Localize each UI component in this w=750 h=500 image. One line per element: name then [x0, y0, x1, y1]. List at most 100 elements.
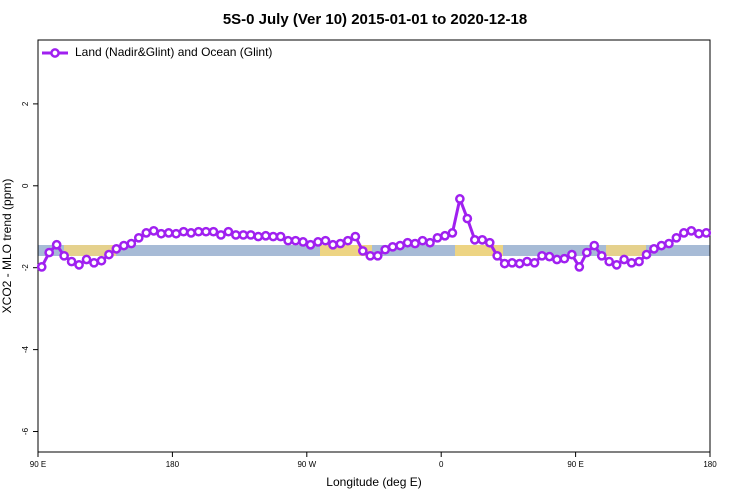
data-point — [350, 231, 361, 242]
data-point — [245, 230, 256, 240]
x-axis-label: Longitude (deg E) — [326, 475, 421, 489]
data-point — [298, 237, 308, 247]
data-point — [395, 240, 405, 251]
data-point — [380, 244, 391, 255]
data-point — [462, 213, 473, 224]
data-point — [514, 258, 525, 269]
x-tick-label: 90 W — [297, 460, 316, 469]
data-point — [574, 262, 585, 272]
data-point — [141, 228, 152, 238]
data-point — [693, 228, 704, 239]
ocean-band — [38, 245, 710, 256]
data-point — [36, 262, 47, 272]
data-point — [268, 231, 279, 242]
data-point — [216, 230, 226, 240]
data-point — [313, 237, 323, 247]
data-point — [365, 250, 376, 261]
data-point — [283, 235, 293, 246]
map-band — [38, 245, 710, 256]
data-point — [447, 228, 458, 238]
legend-label: Land (Nadir&Glint) and Ocean (Glint) — [75, 45, 272, 59]
data-point — [96, 255, 107, 266]
data-point — [559, 253, 570, 264]
data-point — [51, 239, 62, 250]
legend-marker — [50, 48, 60, 58]
data-point — [335, 238, 346, 249]
data-point — [260, 230, 271, 241]
data-point — [275, 231, 286, 242]
data-point — [507, 257, 517, 268]
data-point — [492, 250, 503, 261]
data-point — [537, 250, 547, 261]
land-patch — [606, 245, 646, 256]
data-point — [89, 257, 99, 268]
y-tick-label: 2 — [21, 101, 30, 106]
data-point — [611, 259, 622, 270]
x-tick-label: 0 — [439, 460, 444, 469]
y-axis-label: XCO2 - MLO trend (ppm) — [0, 179, 14, 314]
data-point — [156, 228, 167, 239]
land-patch — [64, 245, 116, 256]
data-point — [328, 239, 338, 250]
land-patch — [320, 245, 372, 256]
data-point — [484, 237, 495, 248]
data-point — [74, 259, 84, 270]
data-point — [619, 254, 629, 265]
data-point — [552, 254, 562, 265]
land-patch — [455, 245, 503, 256]
data-point — [679, 228, 689, 238]
data-point — [701, 228, 712, 238]
data-point — [163, 228, 174, 238]
x-tick-label: 90 E — [567, 460, 583, 469]
data-point — [111, 244, 122, 254]
data-point — [186, 228, 196, 238]
data-point — [417, 235, 428, 246]
x-tick-label: 180 — [166, 460, 180, 469]
x-tick-label: 90 E — [30, 460, 46, 469]
data-point — [238, 230, 249, 240]
data-point — [223, 226, 234, 237]
data-point — [208, 226, 219, 237]
data-point — [596, 250, 607, 261]
data-point — [469, 235, 480, 245]
data-point — [171, 228, 181, 239]
data-point — [253, 231, 264, 242]
x-tick-label: 180 — [703, 460, 717, 469]
data-point — [357, 246, 368, 256]
data-point — [343, 235, 353, 246]
data-point — [410, 238, 420, 249]
data-point — [425, 237, 435, 248]
data-point — [440, 230, 450, 241]
y-tick-label: -6 — [21, 427, 30, 435]
data-point — [641, 249, 652, 260]
data-point — [320, 235, 331, 246]
plot-frame — [37, 39, 711, 453]
data-point — [387, 241, 398, 252]
data-point — [477, 235, 488, 245]
data-point — [119, 240, 129, 251]
data-point — [126, 238, 137, 249]
data-point — [671, 232, 682, 243]
data-point — [193, 226, 204, 237]
data-point — [455, 194, 465, 204]
y-tick-label: -2 — [21, 264, 30, 272]
data-point — [432, 232, 443, 243]
data-point — [44, 247, 55, 258]
data-point — [59, 250, 69, 261]
data-point — [567, 249, 577, 260]
data-point — [231, 230, 241, 240]
y-tick-label: 0 — [21, 183, 30, 188]
data-point — [604, 256, 615, 267]
data-point — [402, 237, 413, 248]
data-point — [81, 254, 92, 265]
data-point — [634, 256, 644, 267]
y-tick-label: -4 — [21, 346, 30, 354]
chart-title: 5S-0 July (Ver 10) 2015-01-01 to 2020-12… — [223, 11, 527, 28]
data-point — [664, 238, 674, 249]
data-point — [529, 257, 540, 268]
data-point — [626, 257, 637, 268]
data-point — [544, 251, 555, 262]
data-point — [656, 240, 667, 251]
data-point — [522, 256, 532, 267]
